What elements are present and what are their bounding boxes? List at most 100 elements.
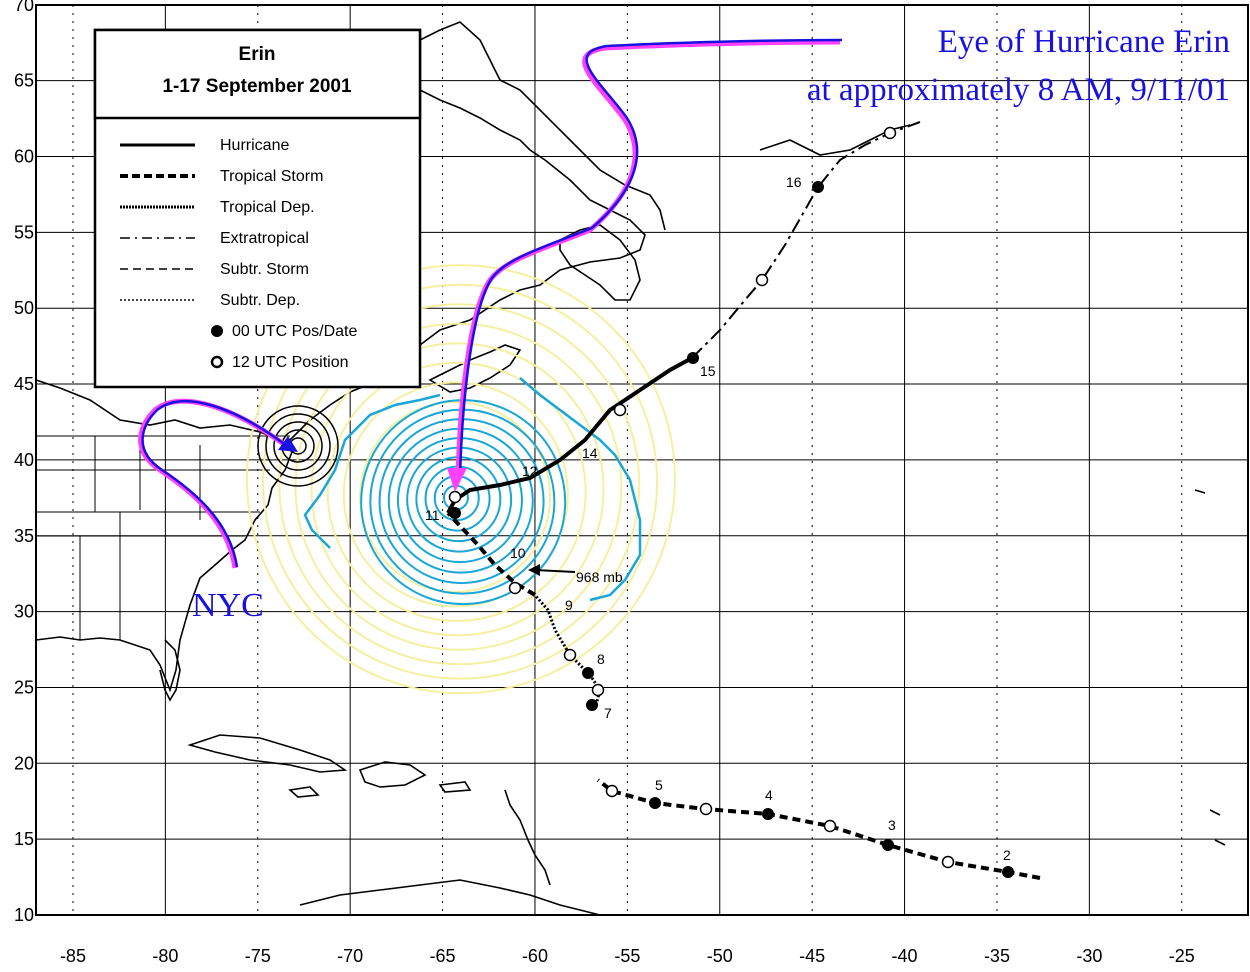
nyc-label: NYC [192,587,264,624]
eye-arrow-head [447,468,467,492]
track-date-label: 16 [786,174,802,190]
lat-tick-label: 30 [14,602,34,622]
track-dot-00utc [762,808,774,820]
lon-tick-label: -80 [152,946,178,966]
track-positions [448,126,1014,878]
state-lines [36,435,290,640]
yellow-ring [310,342,605,637]
lon-tick-label: -25 [1169,946,1195,966]
legend-title-box [93,28,422,120]
legend-label: 12 UTC Position [232,354,349,371]
yellow-ring [342,381,569,608]
lon-tick-label: -30 [1076,946,1102,966]
track-dot-12utc [563,648,577,662]
track-dot-12utc [605,784,619,798]
lat-tick-label: 45 [14,374,34,394]
legend-swatch [210,355,224,369]
track-date-label: 2 [1003,847,1011,863]
lat-tick-label: 20 [14,753,34,773]
nyc-arrow-head [278,436,298,452]
track-dot-00utc [1002,866,1014,878]
cyan-curve-left [303,393,441,549]
nyc-ring [273,421,323,471]
puerto-rico [438,781,472,793]
lat-tick-label: 10 [14,905,34,925]
legend-label: Tropical Dep. [220,199,315,216]
legend-label: Subtr. Storm [220,261,309,278]
track-dot-12utc [755,273,769,287]
lon-tick-label: -65 [430,946,456,966]
legend-label: Hurricane [220,137,289,154]
longitude-labels: -85 -80 -75 -70 -65 -60 -55 -50 -45 -40 -35 -30 -25 [60,946,1195,966]
yellow-ring [278,303,641,666]
cyan-cloud-outline [303,377,642,602]
cyan-curve-right [519,377,642,602]
eye-arrow [447,38,843,492]
legend-label: Subtr. Dep. [220,292,300,309]
track-date-label: 10 [510,545,526,561]
pressure-arrow-head [528,564,540,576]
pressure-arrow [534,569,576,573]
yellow-ring [359,401,551,593]
lon-tick-label: -70 [337,946,363,966]
track-dot-12utc [823,819,837,833]
track-dot-00utc [649,797,661,809]
lesser-antilles [504,789,551,886]
legend-item-tropical-storm: Tropical Storm [120,168,323,185]
lat-tick-label: 60 [14,147,34,167]
azores [1194,489,1226,846]
track-date-label: 3 [888,817,896,833]
track-dot-12utc [448,490,462,504]
track-extratropical [691,121,921,359]
eye-label-line1: Eye of Hurricane Erin [938,24,1230,60]
track-dot-12utc [591,683,605,697]
yellow-ring [326,361,587,622]
florida-coast [159,639,181,702]
track-dot-00utc [687,352,699,364]
legend-items: Hurricane Tropical Storm Tropical Dep. Extr… [120,137,357,371]
track-date-label: 14 [582,445,598,461]
canada-coast [289,21,666,441]
yellow-cloud-rings [245,264,676,695]
legend-title: Erin [239,44,276,65]
track-dot-00utc [582,667,594,679]
legend-subtitle: 1-17 September 2001 [162,76,351,97]
cuba [187,734,348,773]
lon-tick-label: -55 [614,946,640,966]
track-dot-12utc [508,581,522,595]
south-america-coast [299,879,601,916]
lat-tick-label: 25 [14,677,34,697]
jamaica [288,786,320,798]
legend-item-subtr-storm: Subtr. Storm [120,261,309,278]
legend-item-extratropical: Extratropical [120,230,309,247]
legend-label: 00 UTC Pos/Date [232,323,357,340]
track-date-labels: 2 3 4 5 7 8 9 10 11 12 14 15 16 [425,174,1011,863]
eye-label-line2: at approximately 8 AM, 9/11/01 [807,72,1230,108]
lon-tick-label: -35 [984,946,1010,966]
track-date-label: 4 [765,787,773,803]
hispaniola [358,761,427,788]
lon-tick-label: -50 [707,946,733,966]
track-tropical-storm-south [596,778,1041,880]
lon-tick-label: -60 [522,946,548,966]
track-dot-12utc [613,403,627,417]
yellow-ring [262,283,659,680]
nyc-rings [257,405,339,487]
track-date-label: 11 [425,507,440,523]
legend-item-hurricane: Hurricane [120,137,289,154]
track-dot-00utc [449,507,461,519]
track-dot-00utc [882,839,894,851]
legend-label: Extratropical [220,230,309,247]
track-date-label: 5 [655,777,663,793]
latitude-labels: 70 65 60 55 50 45 40 35 30 25 20 15 10 [14,0,34,925]
newfoundland [559,224,641,301]
lat-tick-label: 70 [14,0,34,15]
track-dot-12utc [941,855,955,869]
track-date-label: 7 [604,705,612,721]
legend: Erin 1-17 September 2001 Hurricane Tropic… [93,28,422,389]
lat-tick-label: 65 [14,71,34,91]
legend-item-filled-dot: 00 UTC Pos/Date [211,323,357,340]
track-date-label: 8 [597,651,605,667]
lon-tick-label: -85 [60,946,86,966]
